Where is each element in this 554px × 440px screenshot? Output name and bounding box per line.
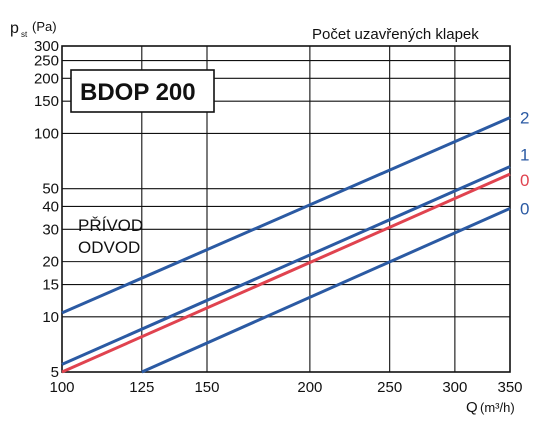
x-axis-unit: (m³/h): [480, 400, 515, 415]
y-axis-label: p: [10, 20, 19, 37]
x-tick-label: 100: [49, 379, 74, 396]
title-box: [70, 69, 215, 113]
y-tick-label: 150: [34, 93, 59, 110]
y-axis-label-subscript: st: [21, 30, 28, 39]
series-line: [141, 207, 511, 374]
x-tick-label: 250: [377, 379, 402, 396]
y-tick-label: 100: [34, 125, 59, 142]
y-tick-label: 40: [42, 198, 59, 215]
series-labels: 2 1 0 0: [520, 109, 529, 219]
series-lines: [61, 116, 511, 374]
y-tick-label: 20: [42, 254, 59, 271]
series-end-label: 0: [520, 199, 529, 218]
series-end-label: 0: [520, 171, 529, 190]
series-line: [61, 165, 511, 366]
series-end-label: 2: [520, 109, 529, 128]
series-end-label: 1: [520, 146, 529, 165]
legend-odvod: ODVOD: [78, 238, 140, 257]
y-tick-label: 30: [42, 221, 59, 238]
y-tick-label: 300: [34, 38, 59, 55]
x-tick-label: 300: [442, 379, 467, 396]
x-tick-label: 350: [497, 379, 522, 396]
chart-title: BDOP 200: [80, 79, 196, 106]
series-line: [61, 116, 511, 315]
y-tick-label: 200: [34, 70, 59, 87]
series-line: [61, 172, 511, 374]
y-tick-label: 15: [42, 277, 59, 294]
y-tick-label: 5: [51, 364, 59, 381]
x-tick-label: 150: [194, 379, 219, 396]
grid: [62, 46, 510, 372]
x-axis-label: Q: [466, 399, 478, 416]
x-tick-label: 125: [129, 379, 154, 396]
legend-privod: PŘÍVOD: [78, 216, 143, 235]
y-tick-label: 50: [42, 181, 59, 198]
y-axis-unit: (Pa): [32, 19, 57, 34]
y-tick-label: 10: [42, 309, 59, 326]
legend-title: Počet uzavřených klapek: [312, 26, 479, 43]
tick-labels: 100 125 150 200 250 300 3505101520304050100150…: [34, 38, 523, 396]
y-tick-label: 250: [34, 53, 59, 70]
x-tick-label: 200: [297, 379, 322, 396]
